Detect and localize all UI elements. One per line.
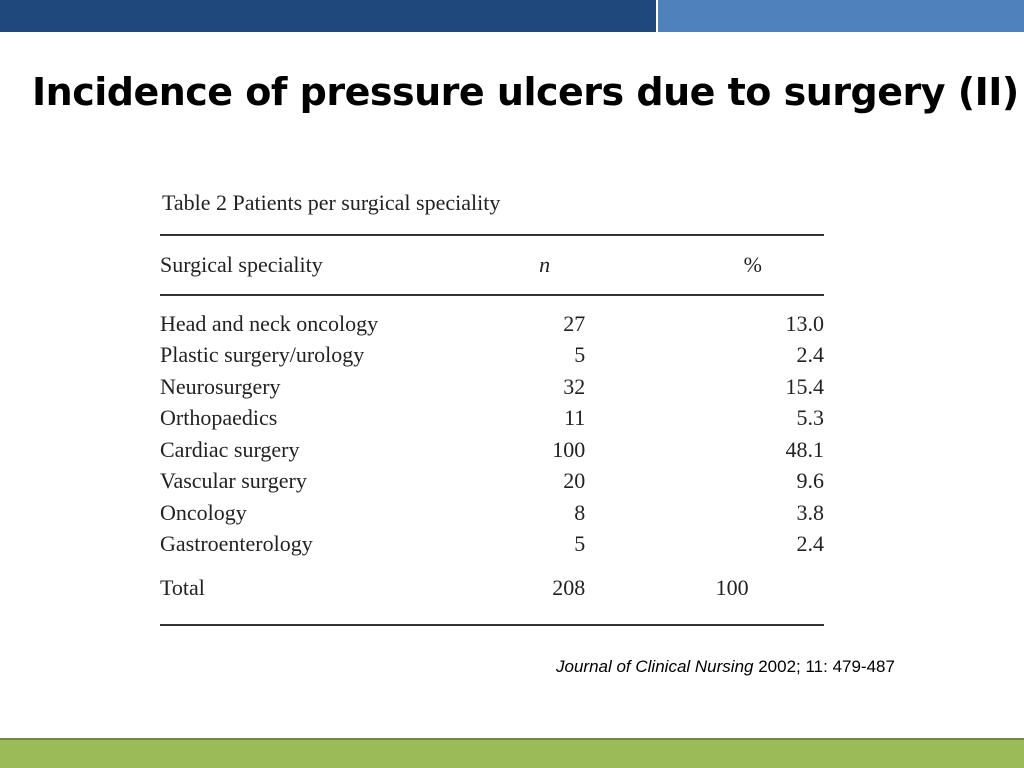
table-row: Oncology 8 3.8 (160, 497, 824, 529)
row-n: 100 (552, 436, 586, 462)
total-percent: 100 (715, 575, 749, 600)
citation: Journal of Clinical Nursing 2002; 11: 47… (556, 657, 895, 677)
table-row: Gastroenterology 5 2.4 (160, 529, 824, 561)
table-row: Orthopaedics 11 5.3 (160, 403, 824, 435)
row-n: 8 (574, 499, 586, 525)
citation-details: 2002; 11: 479-487 (753, 657, 895, 676)
citation-journal: Journal of Clinical Nursing (556, 657, 754, 676)
row-speciality: Head and neck oncology (160, 310, 379, 336)
speciality-table: Surgical speciality n % Head and neck on… (160, 234, 824, 626)
header-speciality: Surgical speciality (160, 252, 323, 277)
header-bar-light (658, 0, 1024, 32)
table-row: Neurosurgery 32 15.4 (160, 371, 824, 403)
table-caption: Table 2 Patients per surgical speciality (162, 190, 501, 215)
row-percent: 15.4 (785, 373, 825, 399)
table-row: Head and neck oncology 27 13.0 (160, 295, 824, 340)
header-percent: % (743, 252, 762, 277)
row-speciality: Vascular surgery (160, 468, 307, 494)
row-n: 20 (563, 468, 586, 494)
row-speciality: Cardiac surgery (160, 436, 300, 462)
row-percent: 9.6 (796, 468, 825, 494)
total-n: 208 (552, 575, 586, 600)
row-n: 27 (563, 310, 586, 336)
row-percent: 5.3 (796, 405, 825, 431)
row-percent: 48.1 (785, 436, 825, 462)
row-speciality: Neurosurgery (160, 373, 281, 399)
row-speciality: Gastroenterology (160, 531, 313, 557)
table-row: Plastic surgery/urology 5 2.4 (160, 340, 824, 372)
table-total-row: Total 208 100 (160, 560, 824, 625)
row-speciality: Oncology (160, 499, 247, 525)
row-percent: 3.8 (796, 499, 825, 525)
row-percent: 2.4 (796, 342, 825, 368)
table-row: Vascular surgery 20 9.6 (160, 466, 824, 498)
row-speciality: Orthopaedics (160, 405, 278, 431)
total-label: Total (160, 575, 205, 600)
slide-title: Incidence of pressure ulcers due to surg… (32, 70, 1019, 114)
row-speciality: Plastic surgery/urology (160, 342, 365, 368)
table-header-row: Surgical speciality n % (160, 235, 824, 295)
header-n: n (539, 252, 551, 277)
row-n: 11 (564, 405, 586, 431)
row-n: 5 (574, 531, 586, 557)
row-n: 32 (563, 373, 586, 399)
row-n: 5 (574, 342, 586, 368)
header-bar-dark (0, 0, 656, 32)
row-percent: 2.4 (796, 531, 825, 557)
table-row: Cardiac surgery 100 48.1 (160, 434, 824, 466)
row-percent: 13.0 (785, 310, 825, 336)
table-figure: Table 2 Patients per surgical speciality… (160, 188, 824, 626)
footer-bar (0, 738, 1024, 768)
